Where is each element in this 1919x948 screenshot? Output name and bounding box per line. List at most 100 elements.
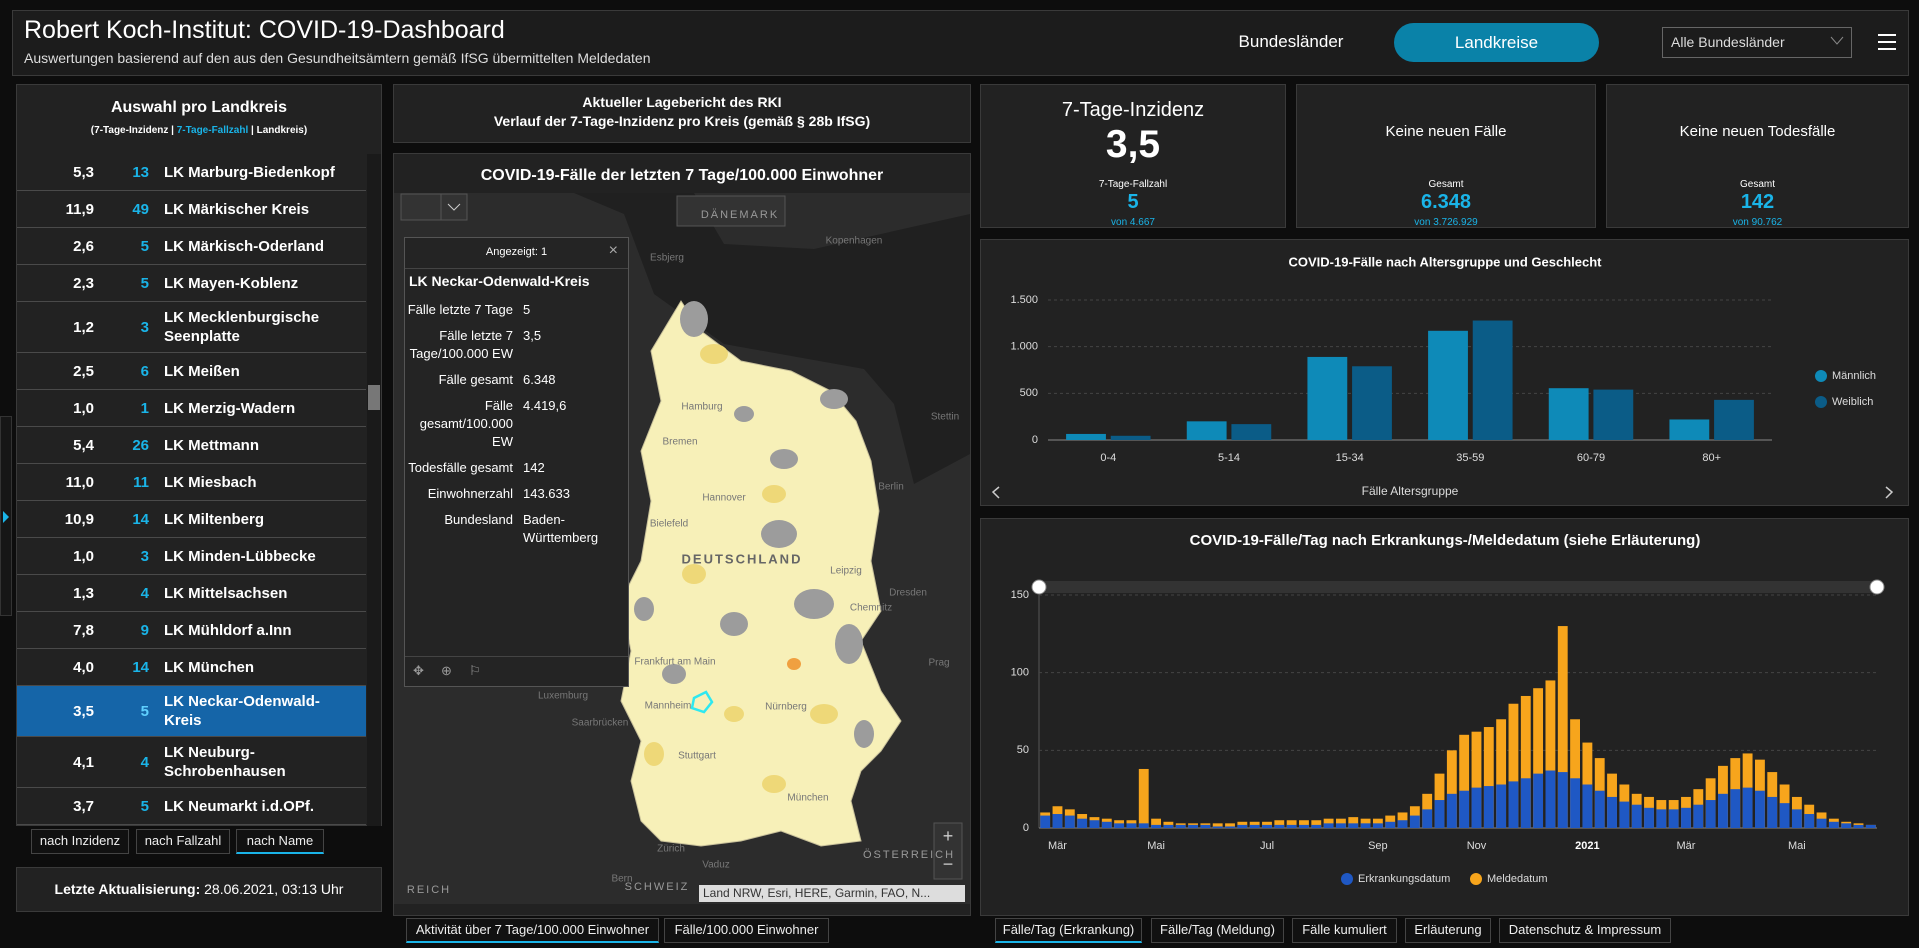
field-value: 3,5 <box>523 328 542 343</box>
kpi-label: Gesamt <box>1428 179 1464 190</box>
dropdown[interactable]: Alle Bundesländer <box>1662 27 1852 58</box>
map-label: Vaduz <box>702 860 730 871</box>
bar <box>1853 824 1864 828</box>
nav-button[interactable]: Bundesländer <box>1238 32 1344 51</box>
slider-handle[interactable] <box>1031 579 1047 595</box>
x-tick-label: Nov <box>1467 840 1487 852</box>
tab-button[interactable]: Datenschutz & Impressum <box>1499 918 1671 943</box>
range-slider[interactable] <box>1039 581 1877 593</box>
tab-button[interactable]: nach Name <box>236 829 324 854</box>
nav-button-active[interactable]: Landkreise <box>1394 23 1599 62</box>
list-row[interactable]: 1,0 1 LK Merzig-Wadern <box>17 390 366 427</box>
bar <box>1307 356 1348 440</box>
popup-close[interactable]: × <box>608 242 618 259</box>
tab-button[interactable]: Fälle/Tag (Meldung) <box>1151 918 1284 943</box>
tab-button[interactable]: nach Fallzahl <box>136 829 230 854</box>
selected-county[interactable] <box>690 690 714 714</box>
map-label: REICH <box>407 884 451 896</box>
incidence: 2,3 <box>73 274 94 292</box>
list-row[interactable]: 4,1 4 LK Neuburg-Schrobenhausen <box>17 737 366 788</box>
bar <box>1804 814 1815 828</box>
bar <box>1508 781 1519 828</box>
x-tick-label: Jul <box>1260 840 1274 852</box>
popup-field: Todesfälle gesamt 142 <box>405 455 628 481</box>
scroll-thumb[interactable] <box>368 385 380 410</box>
list-row[interactable]: 4,0 14 LK München <box>17 649 366 686</box>
legend-part: (7-Tage-Inzidenz | <box>90 125 177 136</box>
slider-handle[interactable] <box>1869 579 1885 595</box>
zoom-in[interactable]: + <box>943 826 954 846</box>
map-tool-dropdown[interactable] <box>440 193 468 221</box>
report-box[interactable]: Aktueller Lagebericht des RKI Verlauf der… <box>393 84 971 143</box>
list-row[interactable]: 3,5 5 LK Neckar-Odenwald-Kreis <box>17 686 366 737</box>
chart-title: COVID-19-Fälle/Tag nach Erkrankungs-/Mel… <box>1190 532 1701 549</box>
tab-button[interactable]: Erläuterung <box>1405 918 1491 943</box>
bar <box>1828 821 1839 828</box>
list-row[interactable]: 1,2 3 LK Mecklenburgische Seenplatte <box>17 302 366 353</box>
list-row[interactable]: 10,9 14 LK Miltenberg <box>17 501 366 538</box>
bar <box>1040 815 1051 828</box>
list-row[interactable]: 11,9 49 LK Märkischer Kreis <box>17 191 366 228</box>
y-tick-label: 0 <box>1032 434 1038 446</box>
popup-tool[interactable]: ✥ <box>413 663 424 678</box>
list-row[interactable]: 7,8 9 LK Mühldorf a.Inn <box>17 612 366 649</box>
case-count: 5 <box>140 797 149 815</box>
tab-button[interactable]: Fälle kumuliert <box>1292 918 1397 943</box>
bar <box>1742 787 1753 828</box>
zoom-out[interactable]: − <box>943 854 954 874</box>
scroll-right[interactable] <box>1885 486 1894 499</box>
popup-tool[interactable]: ⚐ <box>469 663 481 678</box>
tab-button[interactable]: nach Inzidenz <box>31 829 129 854</box>
incidence: 5,3 <box>73 163 94 181</box>
bar <box>1212 823 1223 828</box>
popup-tools: ✥ ⊕ ⚐ <box>405 656 628 686</box>
popup: Angezeigt: 1 × LK Neckar-Odenwald-Kreis … <box>404 237 629 687</box>
bar <box>1434 800 1445 828</box>
side-arrow <box>3 511 9 523</box>
tab-button[interactable]: Aktivität über 7 Tage/100.000 Einwohner <box>406 918 659 943</box>
map-label: DEUTSCHLAND <box>682 551 803 566</box>
legend-part: | Landkreis) <box>248 125 308 136</box>
bar <box>1237 824 1248 828</box>
bar <box>1360 823 1371 828</box>
x-axis-label: Fälle Altersgruppe <box>1362 484 1459 498</box>
bar <box>1101 821 1112 828</box>
bar <box>1422 809 1433 828</box>
bar <box>1348 817 1359 828</box>
zoom-control[interactable] <box>933 822 963 880</box>
kpi-title: Keine neuen Fälle <box>1385 123 1507 140</box>
list-row[interactable]: 2,6 5 LK Märkisch-Oderland <box>17 228 366 265</box>
bar <box>1545 770 1556 828</box>
bar <box>1545 680 1556 828</box>
popup-tool[interactable]: ⊕ <box>441 663 452 678</box>
tab-button[interactable]: Fälle/Tag (Erkrankung) <box>995 918 1142 943</box>
kpi-sub-value: 142 <box>1740 191 1775 213</box>
bar <box>1483 786 1494 828</box>
scrollbar[interactable] <box>367 154 381 826</box>
dropdown-arrow <box>1830 36 1844 45</box>
list-row[interactable]: 3,7 5 LK Neumarkt i.d.OPf. <box>17 788 366 825</box>
scroll-left[interactable] <box>991 486 1000 499</box>
map-toolbar[interactable] <box>676 195 786 227</box>
list-row[interactable]: 11,0 11 LK Miesbach <box>17 464 366 501</box>
district-name: LK Miltenberg <box>164 510 264 528</box>
menu-icon[interactable] <box>1876 32 1898 52</box>
side-tab[interactable] <box>0 416 12 616</box>
map-label: Hannover <box>702 493 746 504</box>
list-row[interactable]: 1,3 4 LK Mittelsachsen <box>17 575 366 612</box>
y-tick-label: 0 <box>1023 822 1029 834</box>
map-tool[interactable] <box>400 193 442 221</box>
incidence: 1,0 <box>73 547 94 565</box>
list-row[interactable]: 2,3 5 LK Mayen-Koblenz <box>17 265 366 302</box>
district-name: LK Marburg-Biedenkopf <box>164 163 335 181</box>
bar <box>1471 731 1482 828</box>
list-row[interactable]: 2,5 6 LK Meißen <box>17 353 366 390</box>
tab-button[interactable]: Fälle/100.000 Einwohner <box>664 918 829 943</box>
incidence: 2,5 <box>73 362 94 380</box>
list-row[interactable]: 1,0 3 LK Minden-Lübbecke <box>17 538 366 575</box>
field-label: Fälle letzte 7 Tage/100.000 EW <box>409 328 513 361</box>
case-count: 4 <box>140 584 149 602</box>
list-row[interactable]: 5,3 13 LK Marburg-Biedenkopf <box>17 154 366 191</box>
list-row[interactable]: 5,4 26 LK Mettmann <box>17 427 366 464</box>
